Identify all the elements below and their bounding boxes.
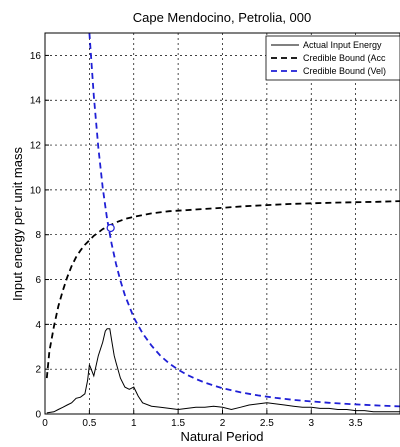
series-layer xyxy=(45,33,400,414)
y-tick-label: 12 xyxy=(30,141,42,152)
intersection-marker xyxy=(106,223,115,233)
y-axis-label: Input energy per unit mass xyxy=(10,147,25,301)
legend: Actual Input Energy Credible Bound (Acc Cr… xyxy=(265,35,400,81)
y-tick-label: 10 xyxy=(30,185,42,196)
x-tick-label: 0.5 xyxy=(82,418,96,429)
plot-frame xyxy=(44,32,400,415)
x-tick-label: 2.5 xyxy=(260,418,274,429)
series-line-actual-input-energy xyxy=(46,328,400,414)
grid-layer xyxy=(45,33,400,414)
y-tick-label: 8 xyxy=(35,230,41,241)
y-tick-label: 2 xyxy=(35,365,41,376)
tick-layer: 0 0.5 1 1.5 2 2.5 3 3.5 0 2 4 6 8 10 12 14 16 xyxy=(30,51,363,429)
y-tick-label: 14 xyxy=(30,96,42,107)
y-tick-label: 4 xyxy=(35,320,41,331)
y-tick-label: 6 xyxy=(35,275,41,286)
y-tick-label: 16 xyxy=(30,51,42,62)
series-line-credible-bound-vel xyxy=(88,33,400,408)
marker-layer xyxy=(106,223,115,233)
legend-label-credible-bound-vel: Credible Bound (Vel) xyxy=(303,66,386,76)
x-axis-label: Natural Period xyxy=(180,429,263,444)
x-tick-label: 3 xyxy=(308,418,314,429)
legend-label-credible-bound-acc: Credible Bound (Acc xyxy=(303,53,386,63)
x-tick-label: 0 xyxy=(42,418,48,429)
x-tick-label: 2 xyxy=(220,418,226,429)
legend-box xyxy=(265,35,400,81)
chart-title: Cape Mendocino, Petrolia, 000 xyxy=(133,10,312,25)
legend-label-actual-input-energy: Actual Input Energy xyxy=(303,40,382,50)
x-tick-label: 1 xyxy=(131,418,137,429)
y-tick-label: 0 xyxy=(35,410,41,421)
x-tick-label: 1.5 xyxy=(171,418,185,429)
series-line-credible-bound-acc xyxy=(45,200,400,379)
x-tick-label: 3.5 xyxy=(349,418,363,429)
